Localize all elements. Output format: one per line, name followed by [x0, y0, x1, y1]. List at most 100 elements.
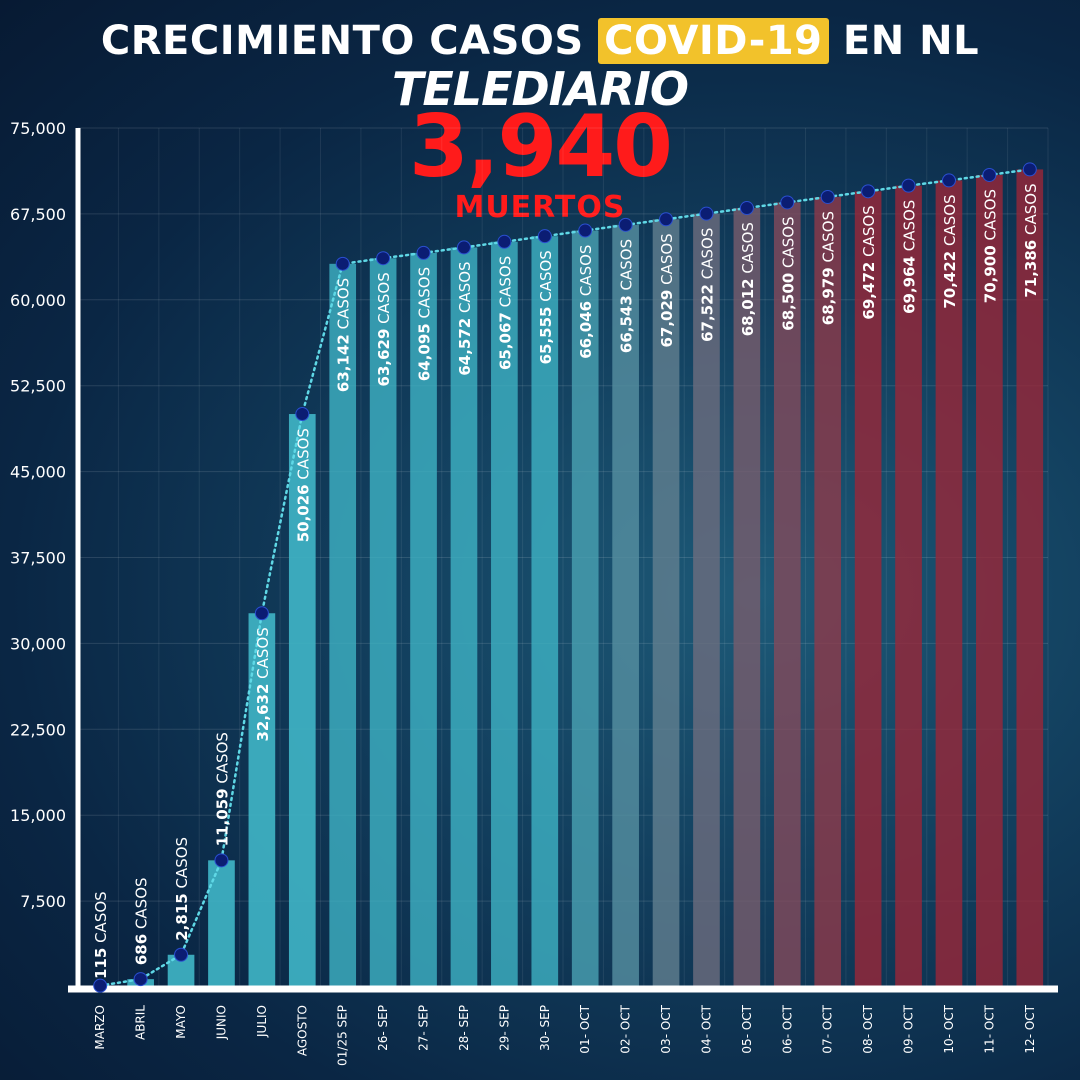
bar-11 — [491, 241, 518, 987]
point-1 — [93, 978, 108, 993]
data-label-suffix: CASOS — [698, 228, 716, 284]
point-12 — [537, 229, 552, 244]
point-14 — [618, 217, 633, 232]
deaths-count: 3,940 — [408, 97, 673, 197]
data-label-20: 69,472 CASOS — [860, 205, 878, 319]
data-label-12: 65,555 CASOS — [537, 250, 555, 364]
data-label-value: 65,555 — [537, 307, 555, 365]
x-tick-label: 05- OCT — [740, 1004, 754, 1053]
data-label-value: 65,067 — [496, 312, 514, 370]
data-label-suffix: CASOS — [779, 216, 797, 272]
chart-title: CRECIMIENTO CASOS COVID-19 EN NL — [0, 18, 1080, 64]
data-label-22: 70,422 CASOS — [941, 194, 959, 308]
y-tick-label: 75,000 — [10, 119, 66, 138]
data-label-21: 69,964 CASOS — [901, 200, 919, 314]
data-label-9: 64,095 CASOS — [416, 267, 434, 381]
data-label-13: 66,046 CASOS — [577, 245, 595, 359]
bars — [86, 169, 1044, 988]
data-label-value: 68,012 — [739, 278, 757, 336]
bar-8 — [369, 258, 397, 987]
data-label-suffix: CASOS — [254, 627, 272, 683]
data-label-17: 68,012 CASOS — [739, 222, 757, 336]
x-tick-label: 28- SEP — [457, 1005, 471, 1051]
data-label-value: 64,095 — [416, 323, 434, 381]
x-tick-label: MAYO — [174, 1005, 188, 1039]
bar-10 — [450, 247, 478, 987]
x-tick-label: JUNIO — [214, 1005, 228, 1040]
data-points — [93, 162, 1037, 993]
title-post: EN NL — [828, 18, 980, 64]
x-tick-label: JULIO — [255, 1005, 269, 1038]
data-label-11: 65,067 CASOS — [496, 256, 514, 370]
point-20 — [861, 184, 876, 199]
point-19 — [820, 189, 835, 204]
data-label-suffix: CASOS — [981, 189, 999, 245]
y-tick-label: 67,500 — [10, 205, 66, 224]
data-label-5: 32,632 CASOS — [254, 627, 272, 741]
data-label-suffix: CASOS — [618, 239, 636, 295]
bar-12 — [531, 236, 559, 987]
bar-7 — [329, 263, 357, 988]
data-label-4: 11,059 CASOS — [213, 732, 231, 846]
point-16 — [699, 206, 714, 221]
data-label-14: 66,543 CASOS — [618, 239, 636, 353]
data-label-19: 68,979 CASOS — [820, 211, 838, 325]
bar-18 — [773, 202, 801, 988]
y-tick-label: 7,500 — [20, 892, 66, 911]
axes — [68, 128, 1058, 993]
x-tick-label: 07- OCT — [821, 1004, 835, 1053]
x-axis-ticks: MARZO ABRIL MAYO JUNIO JULIO AGOSTO 01/25 SEP 2… — [93, 1004, 1037, 1066]
data-label-value: 50,026 — [294, 484, 312, 542]
x-tick-label: 27- SEP — [417, 1005, 431, 1051]
point-8 — [376, 251, 391, 266]
point-15 — [659, 212, 674, 227]
data-label-7: 63,142 CASOS — [335, 278, 353, 392]
data-label-suffix: CASOS — [92, 891, 110, 947]
bar-6 — [288, 414, 316, 988]
grid — [77, 127, 1049, 987]
point-18 — [780, 195, 795, 210]
data-label-value: 2,815 — [173, 893, 191, 940]
x-tick-label: ABRIL — [134, 1005, 148, 1040]
point-7 — [335, 256, 350, 271]
data-label-value: 67,522 — [698, 284, 716, 342]
point-24 — [1022, 162, 1037, 177]
x-tick-label: 01- OCT — [578, 1004, 592, 1053]
x-tick-label: 12- OCT — [1023, 1004, 1037, 1053]
data-label-suffix: CASOS — [820, 211, 838, 267]
x-tick-label: 29- SEP — [497, 1005, 511, 1051]
bar-17 — [733, 208, 761, 987]
data-label-suffix: CASOS — [213, 732, 231, 788]
data-label-suffix: CASOS — [860, 205, 878, 261]
bar-24 — [1016, 169, 1044, 988]
point-6 — [295, 407, 310, 422]
data-label-value: 66,543 — [618, 295, 636, 353]
data-label-suffix: CASOS — [416, 267, 434, 323]
bar-21 — [895, 185, 922, 988]
data-label-value: 66,046 — [577, 301, 595, 359]
y-tick-label: 30,000 — [10, 634, 66, 653]
data-label-value: 67,029 — [658, 290, 676, 348]
bar-16 — [693, 213, 720, 988]
x-tick-label: 01/25 SEP — [336, 1005, 350, 1066]
y-tick-label: 45,000 — [10, 463, 66, 482]
point-17 — [739, 201, 754, 216]
point-5 — [254, 606, 269, 621]
data-label-value: 63,142 — [335, 334, 353, 392]
data-label-value: 686 — [133, 934, 151, 965]
title-highlight: COVID-19 — [598, 18, 829, 64]
data-label-6: 50,026 CASOS — [294, 428, 312, 542]
data-label-10: 64,572 CASOS — [456, 261, 474, 375]
data-label-suffix: CASOS — [901, 200, 919, 256]
data-label-18: 68,500 CASOS — [779, 216, 797, 330]
point-9 — [416, 245, 431, 260]
point-23 — [982, 167, 997, 182]
y-tick-label: 52,500 — [10, 377, 66, 396]
data-label-value: 115 — [92, 948, 110, 979]
point-2 — [133, 972, 148, 987]
data-label-value: 11,059 — [213, 788, 231, 846]
data-label-suffix: CASOS — [456, 261, 474, 317]
data-label-value: 69,472 — [860, 262, 878, 320]
bar-14 — [612, 224, 639, 987]
